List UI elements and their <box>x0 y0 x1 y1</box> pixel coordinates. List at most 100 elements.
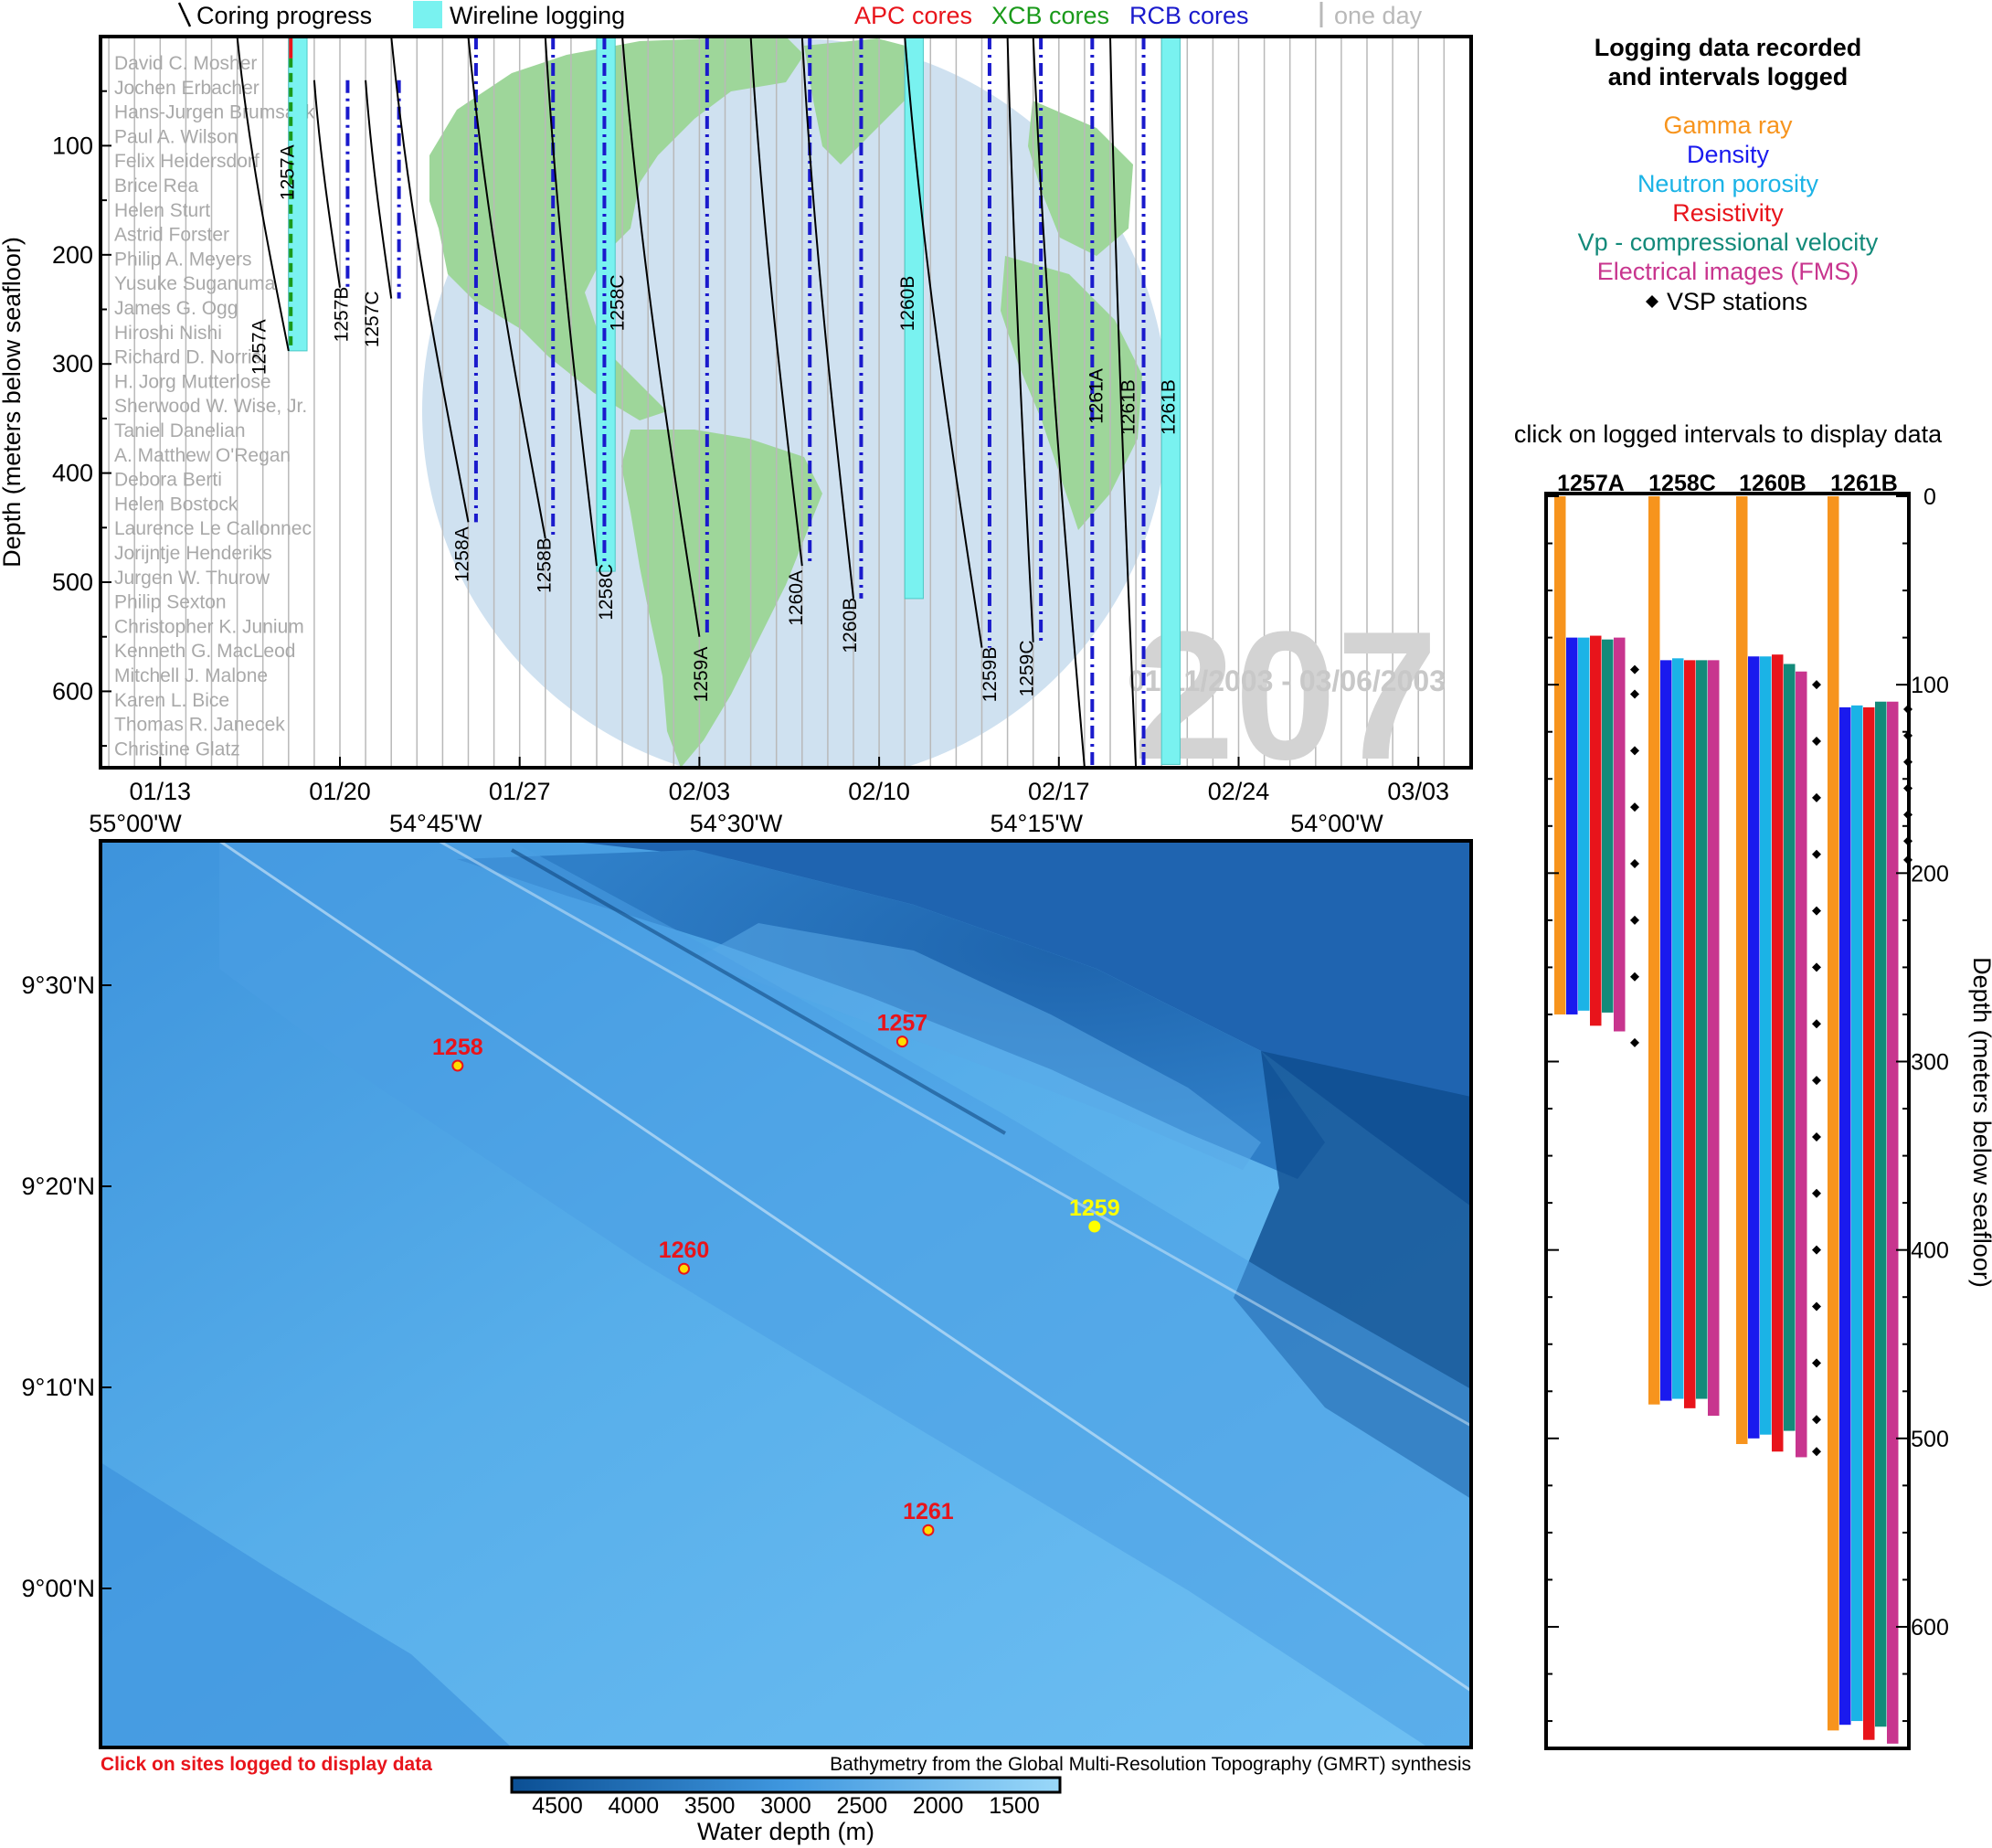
colorbar-tick-label: 1500 <box>989 1793 1040 1819</box>
log-interval[interactable] <box>1760 656 1772 1435</box>
scientist-name: Helen Bostock <box>114 494 238 515</box>
logging-instruction: click on logged intervals to display dat… <box>1514 420 1943 448</box>
hole-labels: 1257A 1257A 1257B 1257C 1258A 1258B 1258C 1258C… <box>249 144 1180 702</box>
log-interval[interactable] <box>1660 660 1672 1401</box>
scientist-name: Thomas R. Janecek <box>114 715 285 736</box>
globe-africa <box>1001 256 1142 530</box>
site-marker[interactable] <box>895 1036 908 1048</box>
log-interval[interactable] <box>1887 701 1899 1744</box>
log-interval[interactable] <box>1875 701 1887 1727</box>
timeline-y-label: Depth (meters below seafloor) <box>0 237 26 568</box>
legend-vsp-diamond <box>1646 295 1658 308</box>
log-interval[interactable] <box>1839 706 1851 1726</box>
core-recovery-lines <box>289 37 1146 768</box>
drill-sites[interactable]: 1257 1258 1259 1260 1261 <box>432 1011 1120 1536</box>
scientist-name: Karen L. Bice <box>114 690 229 711</box>
logging-title-line1: Logging data recorded <box>1595 34 1862 61</box>
log-interval[interactable] <box>1648 496 1660 1405</box>
vsp-station <box>1630 915 1639 925</box>
log-column-1258C[interactable] <box>1648 496 1720 1417</box>
site-marker[interactable] <box>678 1262 691 1275</box>
site-marker[interactable] <box>922 1524 935 1536</box>
coring-curve-1257C <box>365 80 393 299</box>
log-interval[interactable] <box>1736 496 1748 1445</box>
vsp-station <box>1630 689 1639 699</box>
colorbar-tick-label: 2000 <box>913 1793 964 1819</box>
legend-resistivity: Resistivity <box>1672 199 1784 227</box>
scientist-name: Christine Glatz <box>114 738 240 759</box>
globe-north-america <box>429 37 804 420</box>
vsp-station <box>1812 962 1821 972</box>
map-longitude-labels: 55°00'W 54°45'W 54°30'W 54°15'W 54°00'W <box>89 810 1383 852</box>
log-interval[interactable] <box>1863 706 1875 1740</box>
scientist-list: David C. Mosher Jochen Erbacher Hans-Jurge… <box>114 53 315 759</box>
colorbar-tick-label: 3000 <box>760 1793 811 1819</box>
site-1260[interactable]: 1260 <box>659 1237 710 1275</box>
log-column-1261B[interactable] <box>1828 496 1913 1744</box>
vsp-station <box>1630 972 1639 982</box>
bathymetry-upper-swath <box>567 841 1471 1206</box>
hole-label: 1257C <box>362 291 383 347</box>
log-interval[interactable] <box>1614 637 1626 1032</box>
colorbar-tick-label: 4000 <box>609 1793 660 1819</box>
timeline-frame <box>99 35 1473 770</box>
logging-columns[interactable] <box>1554 496 1913 1744</box>
site-1257[interactable]: 1257 <box>877 1011 928 1048</box>
y-tick-label: 400 <box>52 460 93 487</box>
hole-label: 1258B <box>534 537 555 593</box>
log-interval[interactable] <box>1578 637 1590 1011</box>
site-label[interactable]: 1258 <box>432 1035 483 1060</box>
x-tick-label: 02/17 <box>1028 778 1090 805</box>
log-column-1260B[interactable] <box>1736 496 1821 1458</box>
vsp-station <box>1630 1037 1639 1047</box>
log-y-tick-label: 500 <box>1911 1427 1949 1452</box>
wireline-label: Wireline logging <box>450 2 625 29</box>
x-tick-label: 01/13 <box>130 778 192 805</box>
log-interval[interactable] <box>1554 496 1566 1014</box>
log-y-tick-label: 0 <box>1923 484 1936 510</box>
site-label[interactable]: 1257 <box>877 1011 928 1036</box>
log-interval[interactable] <box>1851 705 1863 1722</box>
log-interval[interactable] <box>1684 660 1696 1408</box>
log-interval[interactable] <box>1748 656 1760 1439</box>
coring-curve-1260A <box>749 36 803 567</box>
vsp-station <box>1812 1076 1821 1086</box>
y-tick-label: 100 <box>52 132 93 159</box>
site-label[interactable]: 1261 <box>903 1499 954 1524</box>
hole-label: 1258C <box>608 274 629 331</box>
bathymetry-swath-edge-2 <box>438 841 1471 1428</box>
log-interval[interactable] <box>1828 496 1839 1731</box>
x-tick-label: 02/03 <box>669 778 731 805</box>
scientist-name: Sherwood W. Wise, Jr. <box>114 396 307 417</box>
longitude-label: 54°45'W <box>389 810 482 837</box>
vsp-station <box>1630 746 1639 756</box>
scientist-name: Hiroshi Nishi <box>114 323 222 344</box>
legend-vsp: VSP stations <box>1667 288 1807 315</box>
log-interval[interactable] <box>1772 654 1784 1452</box>
log-interval[interactable] <box>1708 660 1720 1417</box>
log-interval[interactable] <box>1696 660 1708 1399</box>
scientist-name: Jurgen W. Thurow <box>114 568 270 589</box>
log-interval[interactable] <box>1784 664 1796 1431</box>
log-interval[interactable] <box>1672 658 1684 1399</box>
site-1261[interactable]: 1261 <box>903 1499 954 1536</box>
hole-label: 1259A <box>691 647 712 703</box>
scientist-name: H. Jorg Mutterlose <box>114 371 271 392</box>
coring-curve-1257A <box>236 36 290 352</box>
log-interval[interactable] <box>1566 637 1578 1014</box>
site-label[interactable]: 1260 <box>659 1237 710 1263</box>
scientist-name: A. Matthew O'Regan <box>114 445 291 466</box>
site-1258[interactable]: 1258 <box>432 1035 483 1072</box>
vsp-station <box>1812 1415 1821 1425</box>
log-interval[interactable] <box>1796 671 1807 1458</box>
site-1259[interactable]: 1259 <box>1069 1195 1120 1233</box>
legend-neutron-porosity: Neutron porosity <box>1637 170 1819 197</box>
log-interval[interactable] <box>1590 635 1602 1026</box>
coring-curve-1257B <box>313 80 341 288</box>
bathymetry-image <box>101 841 1471 1747</box>
site-marker[interactable] <box>451 1059 464 1072</box>
hole-label: 1260A <box>786 570 807 626</box>
log-interval[interactable] <box>1602 639 1614 1013</box>
log-column-1257A[interactable] <box>1554 496 1639 1047</box>
